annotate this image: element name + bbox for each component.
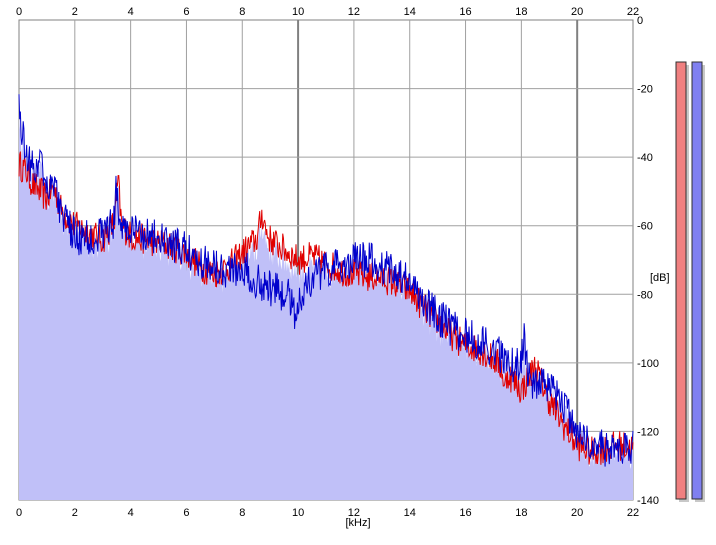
x-tick-label-bottom: 8 xyxy=(239,507,245,519)
x-tick-label-bottom: 22 xyxy=(627,507,639,519)
level-meters xyxy=(675,61,705,502)
x-tick-label-top: 8 xyxy=(239,6,245,18)
x-tick-label-bottom: 4 xyxy=(128,507,134,519)
level-meter-bar xyxy=(675,61,687,500)
x-tick-label-bottom: 2 xyxy=(72,507,78,519)
y-tick-label: -100 xyxy=(637,358,659,370)
series-line-blue xyxy=(18,94,634,467)
tick-layer: 002244668810101212141416161818202022220-… xyxy=(16,6,659,519)
x-axis-label: [kHz] xyxy=(345,517,370,529)
x-tick-label-bottom: 12 xyxy=(348,507,360,519)
x-tick-label-top: 6 xyxy=(183,6,189,18)
y-axis-label: [dB] xyxy=(650,272,670,284)
y-tick-label: -60 xyxy=(637,221,653,233)
x-tick-label-top: 22 xyxy=(627,6,639,18)
x-tick-label-bottom: 16 xyxy=(459,507,471,519)
x-tick-label-bottom: 0 xyxy=(16,507,22,519)
y-tick-label: -20 xyxy=(637,84,653,96)
x-tick-label-top: 10 xyxy=(292,6,304,18)
x-tick-label-top: 18 xyxy=(515,6,527,18)
y-tick-label: -140 xyxy=(637,495,659,507)
y-tick-label: 0 xyxy=(637,15,643,27)
area-layer xyxy=(19,104,633,500)
x-tick-label-top: 2 xyxy=(72,6,78,18)
y-tick-label: -120 xyxy=(637,426,659,438)
spectrum-fill-area xyxy=(19,104,633,500)
x-tick-label-bottom: 10 xyxy=(292,507,304,519)
x-tick-label-top: 0 xyxy=(16,6,22,18)
y-tick-label: -40 xyxy=(637,152,653,164)
series-layer xyxy=(18,94,634,467)
level-meter-bar xyxy=(691,61,703,500)
x-tick-label-bottom: 18 xyxy=(515,507,527,519)
x-tick-label-bottom: 14 xyxy=(404,507,416,519)
y-tick-label: -80 xyxy=(637,289,653,301)
x-tick-label-top: 4 xyxy=(128,6,134,18)
x-tick-label-top: 20 xyxy=(571,6,583,18)
x-tick-label-bottom: 20 xyxy=(571,507,583,519)
x-tick-label-top: 12 xyxy=(348,6,360,18)
x-tick-label-top: 14 xyxy=(404,6,416,18)
x-tick-label-bottom: 6 xyxy=(183,507,189,519)
x-tick-label-top: 16 xyxy=(459,6,471,18)
